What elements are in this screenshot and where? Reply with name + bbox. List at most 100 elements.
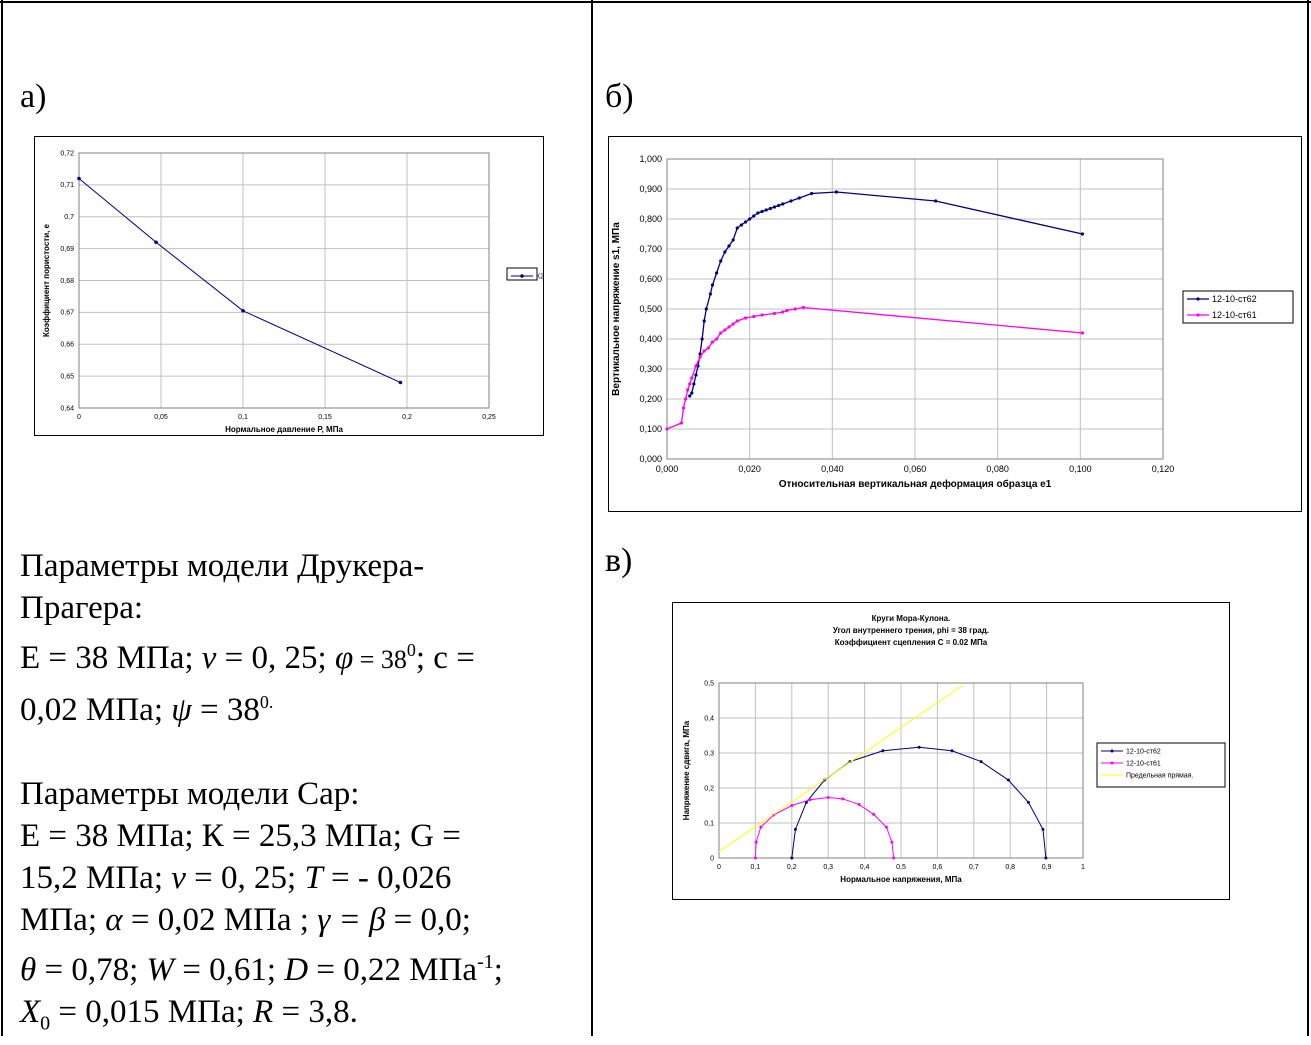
x-tick-label: 0,3 [823,864,833,871]
data-point [764,208,768,212]
series-line [754,797,895,859]
data-point [834,190,839,194]
data-point [690,376,694,380]
y-tick-label: 0,66 [60,342,74,349]
data-point [704,307,708,311]
y-tick-label: 0,1 [704,820,714,827]
chart-title-line: Коэффициент сцепления С = 0.02 МПа [835,638,988,647]
data-point [857,803,861,807]
data-point [797,196,801,200]
data-point [688,382,692,386]
panel-label-a: а) [20,78,47,115]
x-tick-label: 0,1 [238,414,248,421]
x-tick-label: 0,7 [969,864,979,871]
data-point [241,308,245,313]
x-axis-label: Относительная вертикальная деформация об… [779,478,1052,490]
legend-marker [1196,297,1200,301]
y-tick-label: 0,67 [60,310,74,317]
data-point [698,355,702,359]
data-point [708,292,712,296]
data-point [692,382,696,386]
cap-title: Параметры модели Cap: [20,776,360,812]
x-tick-label: 0 [77,414,81,421]
data-point [684,397,688,401]
plot-area [78,152,490,409]
data-point [690,391,694,395]
data-point [398,380,403,385]
chart-c-svg: 0 0,1 0,2 0,3 0,4 0,5 0,6 0,7 0,8 0,9 1 0 0,1 0,2 0,3 0… [682,614,1226,884]
x-tick-label: 0,15 [318,414,332,421]
chart-b-svg: 0,000 0,020 0,040 0,060 0,080 0,100 0,120 0,000… [611,154,1294,490]
data-point [826,796,830,800]
data-point [700,337,704,341]
data-point [719,331,723,335]
cap-line-2: 15,2 МПа; ν = 0, 25; T = - 0,026 [20,860,452,896]
series-line [718,684,964,853]
y-tick-label: 0,68 [60,278,74,285]
data-point [77,176,81,181]
x-tick-label: 0,060 [904,464,927,474]
x-tick-label: 0,2 [787,864,797,871]
data-point [793,827,797,831]
chart-a-svg: 0 0,05 0,1 0,15 0,2 0,25 0,64 0,65 0,66 0,67 0,68 0… [42,150,543,434]
chart-title-line: Круги Мора-Кулона. [872,614,951,623]
legend-label: 12-10-ст62 [1212,294,1257,304]
x-tick-label: 0,8 [1005,864,1015,871]
table-border-right [1307,0,1309,1036]
data-point [743,220,748,224]
data-point [917,745,921,749]
series-line [78,178,401,383]
legend-label: 12-10-ст62 [1126,748,1161,755]
data-point [768,206,772,211]
data-point [743,316,748,320]
data-point [810,191,814,196]
data-point [715,337,719,341]
x-tick-label: 0,020 [738,464,761,474]
y-tick-label: 0,000 [639,454,662,464]
y-tick-label: 0,5 [704,680,714,687]
cap-line-1: E = 38 МПа; К = 25,3 МПа; G = [20,818,461,854]
cap-line-5: X0 = 0,015 МПа; R = 3,8. [20,994,358,1035]
chart-b: 0,000 0,020 0,040 0,060 0,080 0,100 0,120 0,000… [608,136,1302,512]
y-tick-label: 0,100 [639,424,662,434]
data-point [950,749,954,753]
data-point [688,394,692,398]
data-point [872,812,876,816]
legend-box [1182,290,1294,324]
data-point [679,421,684,425]
data-point [154,240,158,245]
legend-label: 12-10-ст61 [1212,310,1257,320]
dp-line-2: 0,02 МПа; ψ = 380. [20,692,274,728]
y-tick-label: 0,69 [60,246,74,253]
data-point [731,322,735,326]
data-point [934,199,938,203]
data-point [735,319,739,323]
y-tick-label: 0,200 [639,394,662,404]
spacer [20,731,503,773]
data-point [694,373,698,377]
legend-label: К2 [536,273,543,280]
data-point [781,310,785,314]
data-point [1044,856,1048,860]
y-tick-label: 0,500 [639,304,662,314]
y-tick-label: 0 [710,855,714,862]
legend-marker [1196,313,1200,317]
y-tick-label: 0,4 [704,715,714,722]
data-point [841,797,845,801]
dp-line-1: E = 38 МПа; ν = 0, 25; φ = 380; с = [20,640,475,676]
data-point [754,840,758,844]
data-point [801,305,805,310]
data-point [979,760,983,764]
data-point [890,840,894,844]
data-point [789,199,793,203]
x-tick-label: 0 [717,864,721,871]
x-tick-label: 0,4 [860,864,870,871]
data-point [760,313,764,317]
y-axis-label: Напряжение сдвига, МПа [682,720,691,820]
series-line [791,746,1047,859]
data-point [793,307,797,311]
legend-box [506,267,538,281]
y-tick-label: 0,700 [639,244,662,254]
data-point [735,226,739,230]
legend-box [1096,742,1226,788]
